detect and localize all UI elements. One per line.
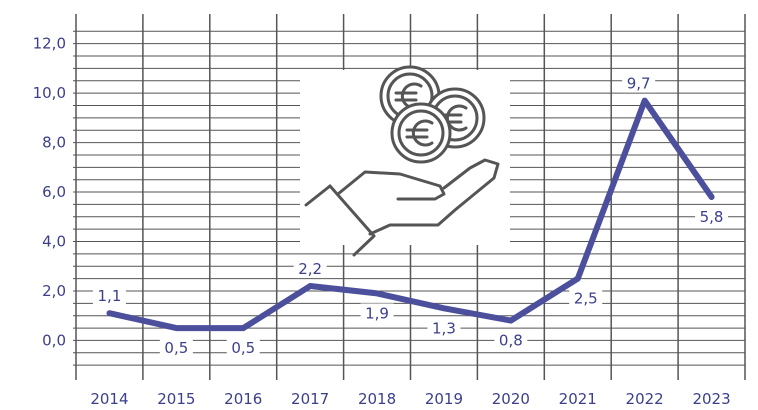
y-tick-label: 6,0 xyxy=(42,183,66,201)
x-tick-label: 2018 xyxy=(358,390,396,408)
data-label: 5,8 xyxy=(700,208,724,226)
y-axis-labels: 0,0 2,0 4,0 6,0 8,0 10,0 12,0 xyxy=(33,35,66,350)
data-label-background xyxy=(226,338,260,358)
data-label: 9,7 xyxy=(627,75,651,93)
hand-holding-euro-coins-icon xyxy=(300,65,510,257)
data-label: 2,5 xyxy=(574,290,598,308)
data-label: 0,8 xyxy=(499,332,523,350)
data-label-background xyxy=(494,330,528,350)
x-axis-labels: 2014 2015 2016 2017 2018 2019 2020 2021 2022 2023 xyxy=(90,390,730,408)
data-label: 0,5 xyxy=(164,339,188,357)
x-tick-label: 2014 xyxy=(90,390,128,408)
data-labels: 1,1 0,5 0,5 2,2 1,9 1,3 0,8 2,5 9,7 5,8 xyxy=(92,73,729,358)
y-tick-label: 12,0 xyxy=(33,35,66,53)
y-tick-label: 4,0 xyxy=(42,233,66,251)
data-label: 0,5 xyxy=(231,339,255,357)
x-tick-label: 2020 xyxy=(492,390,530,408)
x-tick-label: 2016 xyxy=(224,390,262,408)
y-tick-label: 0,0 xyxy=(42,331,66,349)
data-label-background xyxy=(360,303,394,323)
x-tick-label: 2022 xyxy=(626,390,664,408)
data-label: 1,1 xyxy=(98,287,122,305)
data-label: 1,3 xyxy=(432,319,456,337)
x-tick-label: 2021 xyxy=(559,390,597,408)
data-label-background xyxy=(427,318,461,338)
x-tick-label: 2015 xyxy=(157,390,195,408)
data-label-background xyxy=(695,207,729,226)
data-label: 1,9 xyxy=(365,304,389,322)
x-tick-label: 2017 xyxy=(291,390,329,408)
x-tick-label: 2023 xyxy=(692,390,730,408)
y-tick-label: 8,0 xyxy=(42,134,66,152)
data-label-background xyxy=(159,338,193,358)
data-label-background xyxy=(569,288,603,308)
data-label-background xyxy=(622,73,656,93)
y-tick-label: 2,0 xyxy=(42,282,66,300)
data-label-background xyxy=(92,286,126,306)
data-label: 2,2 xyxy=(298,260,322,278)
y-tick-label: 10,0 xyxy=(33,84,66,102)
data-label-background xyxy=(293,259,327,279)
series-line xyxy=(106,97,715,332)
x-tick-label: 2019 xyxy=(425,390,463,408)
